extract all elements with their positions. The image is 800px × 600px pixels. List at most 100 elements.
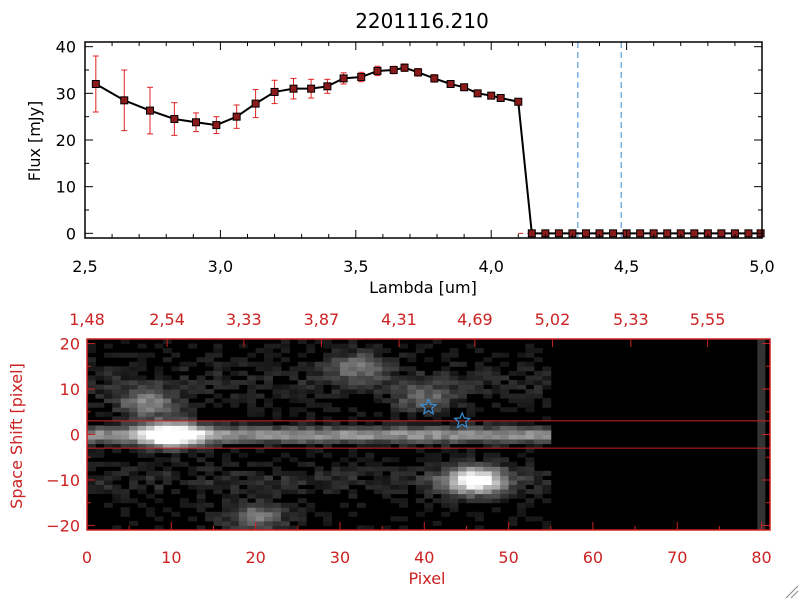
spectrogram-cell — [323, 452, 333, 458]
spectrogram-cell — [415, 429, 425, 435]
spectrogram-cell — [306, 429, 316, 435]
spectrogram-cell — [238, 357, 248, 363]
spectrogram-cell — [314, 393, 324, 399]
spectrogram-cell — [415, 389, 425, 395]
spectrogram-cell — [280, 475, 290, 481]
spectrogram-cell — [137, 443, 147, 449]
spectrogram-cell — [103, 429, 113, 435]
spectrum-x-axis-label: Lambda [um] — [369, 278, 477, 297]
spectrogram-cell — [365, 389, 375, 395]
spectrogram-cell — [441, 425, 451, 431]
spectrogram-cell — [356, 361, 366, 367]
spectrogram-cell — [221, 434, 231, 440]
spectrogram-cell — [432, 398, 442, 404]
spectrogram-cell — [525, 352, 535, 358]
resize-grip-icon[interactable] — [785, 585, 799, 599]
spectrogram-cell — [424, 343, 434, 349]
spectrogram-cell — [525, 479, 535, 486]
spectrogram-cell — [162, 393, 172, 399]
spectrogram-cell — [137, 384, 147, 390]
spectrogram-cell — [508, 370, 518, 376]
spectrogram-cell — [280, 520, 290, 526]
spectrogram-cell — [390, 411, 400, 417]
spectrogram-cell — [390, 416, 400, 422]
spectrogram-cell — [365, 443, 375, 449]
spectrogram-cell — [466, 375, 476, 381]
spectrogram-cell — [103, 366, 113, 372]
spectrogram-cell — [407, 402, 417, 408]
spectrogram-cell — [458, 429, 467, 435]
spectrogram-cell — [398, 502, 408, 508]
spectrogram-cell — [382, 525, 392, 531]
spectrogram-cell — [129, 352, 139, 358]
spectrogram-cell — [238, 420, 248, 426]
spectrogram-cell — [466, 479, 476, 486]
spectrogram-cell — [348, 429, 358, 435]
spectrogram-cell — [339, 484, 349, 490]
spectrogram-cell — [348, 407, 358, 413]
spectrogram-cell — [179, 461, 189, 467]
spectrogram-cell — [407, 379, 417, 385]
spectrogram-cell — [331, 470, 341, 476]
spectrogram-cell — [179, 448, 189, 454]
spectrogram-cell — [95, 461, 105, 467]
spectrogram-cell — [154, 402, 164, 408]
spectrogram-cell — [264, 461, 274, 467]
spectrogram-cell — [264, 498, 274, 504]
spectrogram-cell — [272, 507, 282, 513]
spectrogram-cell — [280, 348, 290, 354]
spectrogram-cell — [314, 384, 324, 390]
spectrogram-cell — [196, 493, 206, 499]
spectrogram-cell — [103, 384, 113, 390]
spectrogram-cell — [196, 475, 206, 481]
spectrogram-cell — [339, 366, 349, 372]
data-point — [357, 73, 366, 81]
spectrogram-cell — [483, 489, 493, 495]
spectrogram-cell — [323, 425, 333, 431]
spectrogram-cell — [146, 384, 155, 390]
spectrogram-cell — [424, 484, 434, 490]
spectrogram-cell — [500, 461, 510, 467]
spectrogram-cell — [474, 493, 484, 499]
spectrogram-cell — [162, 402, 172, 408]
spectrogram-cell — [415, 457, 425, 463]
spectrogram-cell — [390, 370, 400, 376]
spectrogram-cell — [188, 434, 198, 440]
spectrogram-cell — [137, 343, 147, 349]
spectrogram-cell — [146, 470, 155, 476]
spectrogram-cell — [137, 489, 147, 495]
spectrogram-cell — [264, 475, 274, 481]
spectrogram-cell — [432, 384, 442, 390]
spectrogram-cell — [373, 461, 383, 467]
spectrogram-cell — [264, 502, 274, 508]
spectrogram-cell — [382, 366, 392, 372]
spectrogram-cell — [415, 348, 425, 354]
spectrogram-cell — [171, 439, 181, 445]
spectrum-y-ticks: 0 10 20 30 40 — [56, 38, 762, 243]
spectrogram-cell — [483, 420, 493, 426]
spectrogram-cell — [129, 393, 139, 399]
spectrogram-cell — [525, 389, 535, 395]
spectrogram-cell — [508, 461, 518, 467]
spectrogram-cell — [280, 439, 290, 445]
spectrogram-cell — [103, 389, 113, 395]
spectrogram-cell — [424, 407, 434, 413]
spectrogram-cell — [112, 370, 122, 376]
spectrogram-cell — [280, 393, 290, 399]
spectrogram-cell — [87, 448, 96, 454]
spectrogram-cell — [154, 470, 164, 476]
spectrogram-cell — [230, 498, 240, 504]
spectrogram-cell — [356, 384, 366, 390]
y-tick-label: 20 — [56, 131, 76, 150]
spectrogram-cell — [314, 370, 324, 376]
spectrogram-cell — [120, 470, 130, 476]
star-icon — [419, 397, 438, 416]
spectrogram-cell — [129, 379, 139, 385]
spectrogram-cell — [188, 379, 198, 385]
spectrogram-cell — [441, 379, 451, 385]
spectrogram-cell — [137, 379, 147, 385]
spectrogram-cell — [356, 479, 366, 486]
spectrogram-cell — [432, 520, 442, 526]
spectrogram-cell — [162, 348, 172, 354]
spectrogram-cell — [306, 375, 316, 381]
